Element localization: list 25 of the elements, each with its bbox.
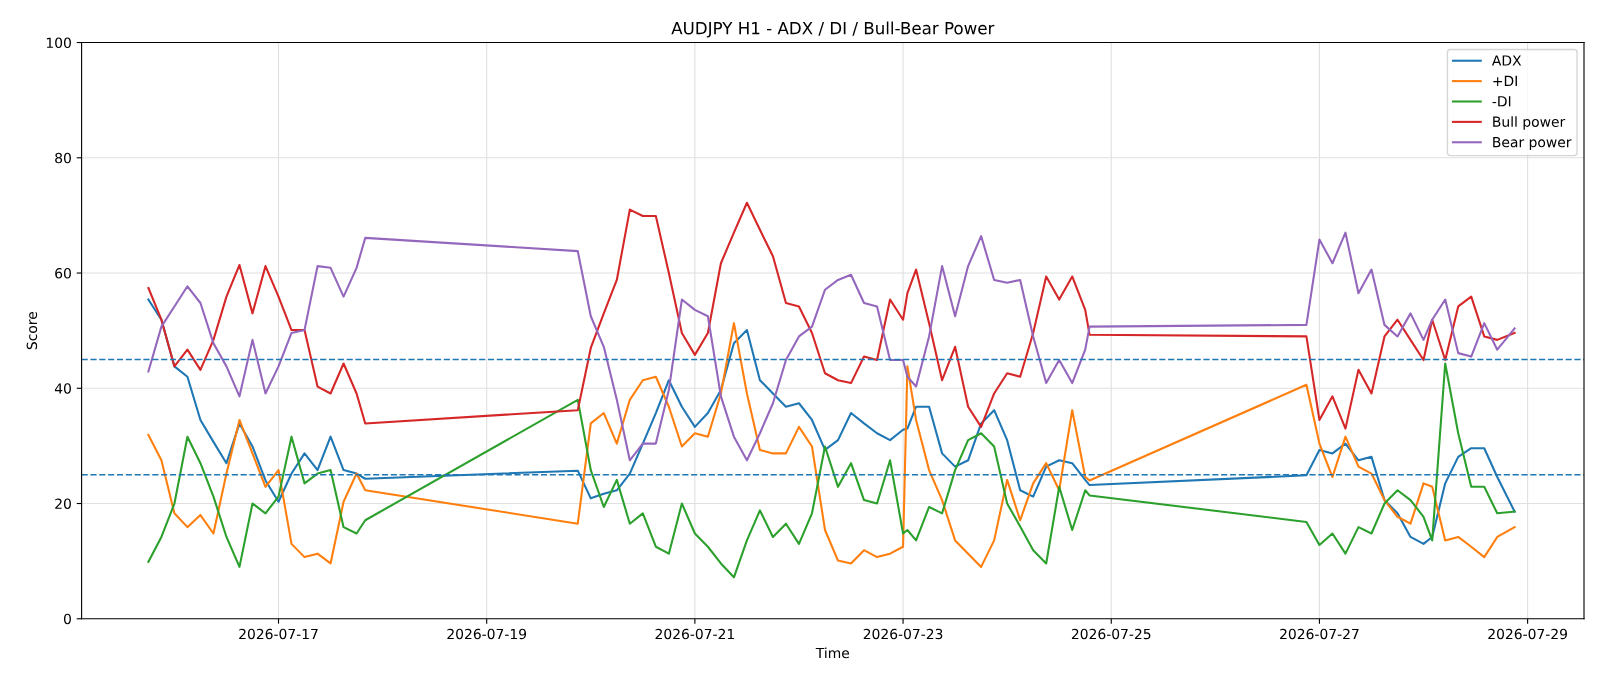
legend-label: Bull power bbox=[1493, 116, 1566, 130]
x-tick-label: 2026-07-19 bbox=[447, 628, 527, 640]
x-tick-label: 2026-07-29 bbox=[1488, 628, 1567, 640]
legend-label: Bear power bbox=[1493, 137, 1572, 151]
line-series bbox=[147, 322, 1516, 568]
x-tick-label: 2026-07-27 bbox=[1280, 628, 1359, 640]
y-tick-label: 0 bbox=[63, 613, 71, 625]
x-tick-label: 2026-07-25 bbox=[1071, 628, 1151, 640]
y-axis-title: Score bbox=[26, 311, 38, 350]
y-tick-label: 100 bbox=[46, 37, 71, 49]
line-series bbox=[147, 201, 1516, 430]
x-tick-label: 2026-07-21 bbox=[655, 628, 734, 640]
line-series bbox=[147, 231, 1516, 462]
y-tick-label: 40 bbox=[54, 383, 71, 394]
legend-label: -DI bbox=[1492, 96, 1511, 107]
legend-label: +DI bbox=[1493, 75, 1517, 86]
legend-label: ADX bbox=[1491, 55, 1522, 66]
x-tick-label: 2026-07-17 bbox=[239, 628, 318, 640]
y-tick-label: 20 bbox=[55, 498, 71, 509]
chart-title: AUDJPY H1 - ADX / DI / Bull-Bear Power bbox=[671, 21, 995, 38]
x-tick-label: 2026-07-23 bbox=[863, 628, 943, 640]
y-tick-label: 80 bbox=[55, 152, 71, 164]
y-tick-label: 60 bbox=[55, 268, 71, 279]
x-axis-title: Time bbox=[815, 647, 850, 659]
line-series bbox=[147, 362, 1516, 579]
